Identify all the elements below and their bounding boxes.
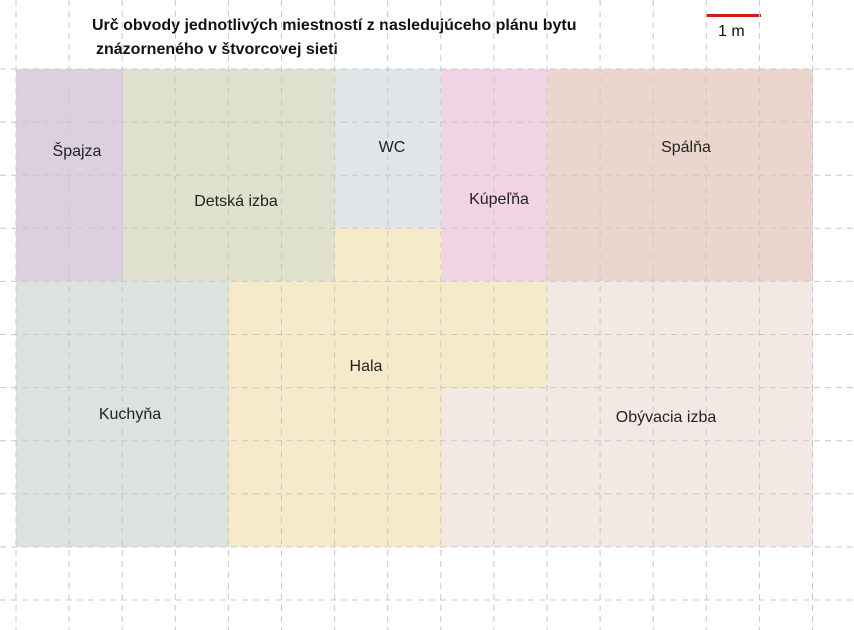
label-spalna: Spálňa: [661, 139, 711, 156]
room-spalna: [548, 69, 813, 281]
label-wc: WC: [379, 139, 406, 156]
task-title-line2: znázorneného v štvorcovej sieti: [96, 41, 338, 58]
label-spajza: Špajza: [53, 141, 102, 160]
room-wc: [335, 69, 442, 228]
scale-bar: [706, 14, 761, 17]
label-kuchyna: Kuchyňa: [99, 406, 161, 423]
label-kupelna: Kúpeľňa: [469, 191, 529, 208]
label-obyvacia-izba: Obývacia izba: [616, 409, 717, 426]
label-hala: Hala: [350, 358, 383, 375]
room-kuchyna: [16, 281, 229, 547]
scale-label: 1 m: [718, 23, 745, 40]
room-obyvacia-izba: [442, 281, 813, 547]
label-detska-izba: Detská izba: [194, 193, 278, 210]
labels-layer: Špajza Detská izba WC Kúpeľňa Spálňa Hal…: [53, 139, 717, 426]
rooms-layer: [16, 69, 813, 547]
